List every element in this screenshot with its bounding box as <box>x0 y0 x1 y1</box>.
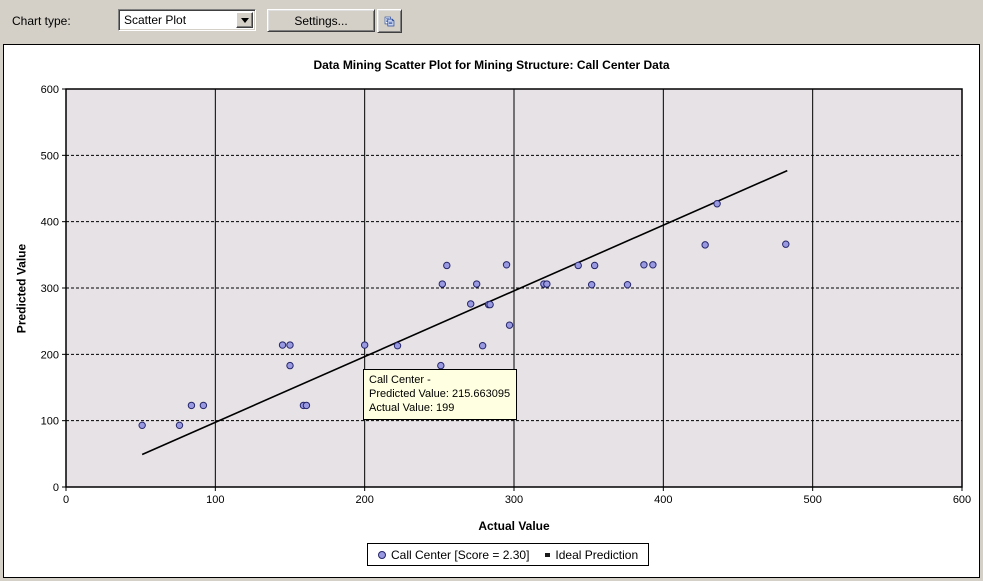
data-point[interactable] <box>438 280 447 288</box>
toolbar: Chart type: Scatter Plot Settings... <box>0 0 983 43</box>
data-point[interactable] <box>505 321 514 329</box>
scatter-series-marker-icon <box>378 550 386 559</box>
data-point[interactable] <box>574 261 582 270</box>
data-point[interactable] <box>302 401 311 410</box>
x-tick-label: 500 <box>803 494 821 506</box>
x-tick-label: 200 <box>355 494 373 506</box>
data-point[interactable] <box>286 341 294 349</box>
x-tick-label: 400 <box>654 494 672 506</box>
legend-item-call-center: Call Center [Score = 2.30] <box>378 548 529 562</box>
data-point[interactable] <box>587 280 596 289</box>
data-point[interactable] <box>175 421 184 430</box>
datapoint-tooltip: Call Center - Predicted Value: 215.66309… <box>363 369 518 420</box>
chart-type-value: Scatter Plot <box>124 13 187 27</box>
chart-type-label: Chart type: <box>12 14 71 28</box>
data-point[interactable] <box>286 361 294 370</box>
ideal-prediction-line <box>141 169 788 456</box>
data-point[interactable] <box>486 300 494 309</box>
tooltip-actual-line: Actual Value: 199 <box>369 402 455 414</box>
data-point[interactable] <box>623 280 632 289</box>
data-point[interactable] <box>478 342 487 350</box>
data-point[interactable] <box>640 261 648 269</box>
chart-title: Data Mining Scatter Plot for Mining Stru… <box>313 58 670 72</box>
y-tick-label: 300 <box>41 283 59 295</box>
legend: Call Center [Score = 2.30] Ideal Predict… <box>367 543 650 566</box>
copy-icon <box>384 16 395 26</box>
y-tick-label: 100 <box>41 416 59 428</box>
data-point[interactable] <box>590 261 599 270</box>
y-tick-label: 0 <box>53 482 59 494</box>
data-point[interactable] <box>782 240 790 248</box>
legend-line-label: Ideal Prediction <box>555 547 639 562</box>
data-point[interactable] <box>649 261 657 269</box>
x-tick-label: 300 <box>505 494 523 506</box>
data-point[interactable] <box>701 241 709 249</box>
tooltip-predicted-line: Predicted Value: 215.663095 <box>369 388 511 400</box>
data-point[interactable] <box>443 261 451 270</box>
dropdown-button[interactable] <box>236 12 253 28</box>
chart-panel: Data Mining Scatter Plot for Mining Stru… <box>3 44 980 578</box>
y-tick-label: 600 <box>41 84 59 96</box>
data-point[interactable] <box>543 280 551 288</box>
legend-series-label: Call Center [Score = 2.30] <box>391 547 530 562</box>
data-point[interactable] <box>138 421 146 430</box>
data-point[interactable] <box>393 342 402 350</box>
copy-button[interactable] <box>377 9 402 33</box>
data-point[interactable] <box>466 300 475 308</box>
y-tick-label: 400 <box>41 217 59 229</box>
x-tick-label: 0 <box>63 494 69 506</box>
data-point[interactable] <box>199 401 208 410</box>
data-point[interactable] <box>278 341 287 349</box>
line-series-marker-icon <box>545 552 551 557</box>
settings-button[interactable]: Settings... <box>267 9 375 32</box>
y-tick-label: 500 <box>41 150 59 162</box>
legend-item-ideal-prediction: Ideal Prediction <box>545 548 638 562</box>
x-tick-label: 100 <box>206 494 224 506</box>
chevron-down-icon <box>240 17 249 27</box>
data-point[interactable] <box>187 401 196 410</box>
y-tick-label: 200 <box>41 349 59 361</box>
data-point[interactable] <box>437 361 445 370</box>
data-point[interactable] <box>713 200 721 208</box>
data-point[interactable] <box>502 261 511 269</box>
data-point[interactable] <box>472 280 481 288</box>
x-axis-title: Actual Value <box>478 519 550 533</box>
x-tick-label: 600 <box>953 494 971 506</box>
scatter-plot[interactable]: 0 100 200 300 400 500 600 0 100 200 300 400 500 600 <box>4 45 979 577</box>
data-point[interactable] <box>360 341 369 349</box>
chart-type-dropdown[interactable]: Scatter Plot <box>118 9 256 31</box>
tooltip-series-line: Call Center - <box>369 374 431 386</box>
